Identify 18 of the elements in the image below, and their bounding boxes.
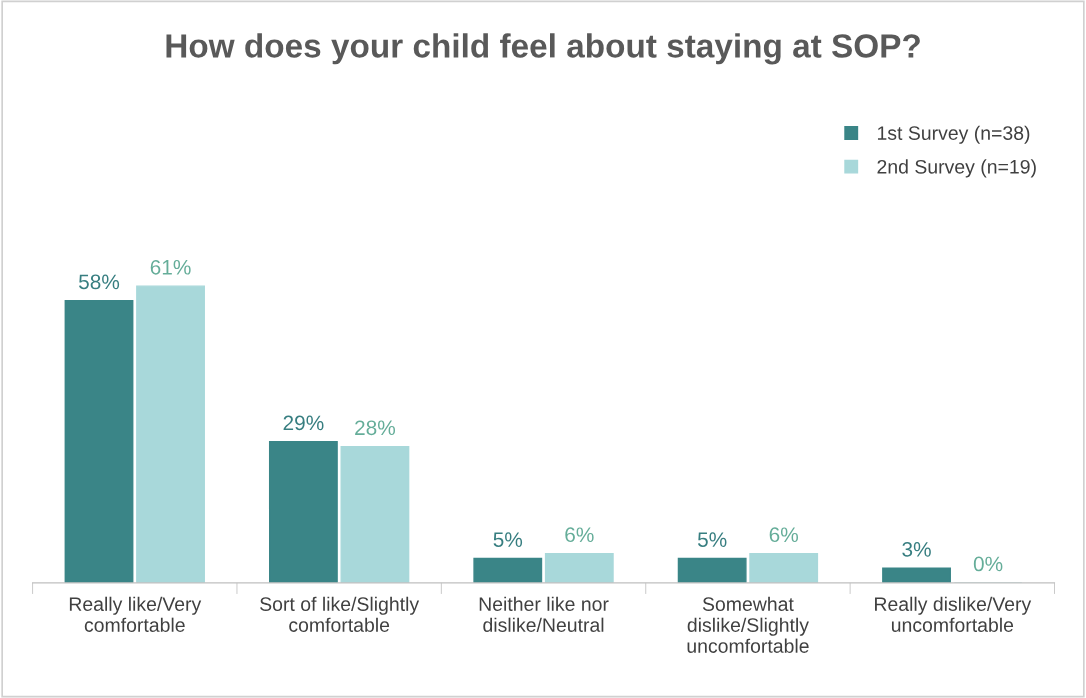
- data-label: 6%: [565, 527, 594, 543]
- data-label: 29%: [283, 415, 324, 431]
- legend-label: 1st Survey (n=38): [877, 125, 1030, 144]
- x-tick-label: Neither like nor dislike/Neutral: [479, 596, 609, 632]
- legend-label: 2nd Survey (n=19): [877, 159, 1036, 178]
- x-tick-label: Somewhat dislike/Slightly uncomfortable: [687, 596, 809, 653]
- x-tick-label: Really like/Very comfortable: [69, 596, 202, 632]
- data-label: 61%: [150, 259, 191, 275]
- x-tick-label: Really dislike/Very uncomfortable: [875, 596, 1032, 632]
- data-label: 6%: [769, 527, 799, 543]
- data-label: 0%: [973, 556, 1003, 572]
- x-tick-label: Sort of like/Slightly comfortable: [260, 596, 420, 632]
- data-label: 5%: [697, 532, 727, 547]
- data-label: 5%: [493, 532, 523, 547]
- data-label: 28%: [355, 420, 396, 436]
- chart-title: How does your child feel about staying at SOP?: [166, 33, 920, 65]
- data-label: 3%: [902, 541, 931, 557]
- data-label: 58%: [78, 274, 120, 290]
